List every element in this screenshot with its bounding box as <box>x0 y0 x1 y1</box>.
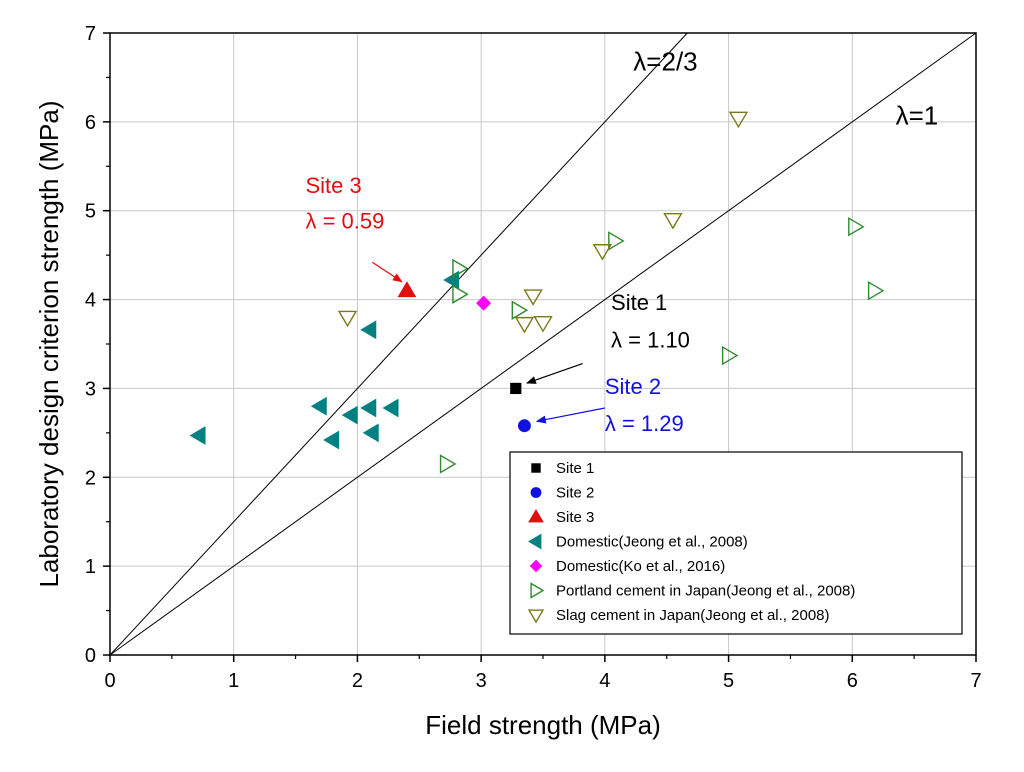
x-tick-label: 1 <box>228 670 239 692</box>
grid <box>110 33 976 655</box>
data-point <box>452 258 469 279</box>
x-tick-label: 4 <box>599 670 610 692</box>
x-axis-title: Field strength (MPa) <box>425 710 661 740</box>
legend-label: Site 1 <box>556 460 594 477</box>
x-tick-label: 0 <box>104 670 115 692</box>
legend-label: Slag cement in Japan(Jeong et al., 2008) <box>556 607 830 624</box>
y-tick-label: 5 <box>85 201 96 223</box>
data-points <box>189 111 885 474</box>
data-point <box>443 270 460 290</box>
data-point <box>189 426 206 445</box>
legend-marker <box>527 609 545 624</box>
series-domestic-ko-et-al-2016 <box>476 295 492 311</box>
x-tick-label: 2 <box>352 670 363 692</box>
x-tick-label: 5 <box>723 670 734 692</box>
data-point <box>362 423 379 443</box>
axes: 0 1 2 3 4 5 6 7 0 1 2 3 4 5 6 7 <box>85 23 982 692</box>
series-site-2 <box>517 419 531 433</box>
legend-item: Domestic(Ko et al., 2016) <box>529 558 725 575</box>
reference-line-label: λ=2/3 <box>633 46 697 76</box>
data-point <box>337 310 358 328</box>
data-point <box>397 281 417 298</box>
x-tick-label: 6 <box>847 670 858 692</box>
data-point <box>523 289 543 306</box>
annotation-arrow <box>371 261 403 283</box>
data-point <box>511 300 529 320</box>
data-point <box>608 231 625 251</box>
annotation-site-3: Site 3 λ = 0.59 <box>305 173 403 283</box>
y-tick-label: 7 <box>85 23 96 45</box>
data-point <box>663 212 683 230</box>
series-site-3 <box>397 281 417 298</box>
annotation-arrow <box>535 407 605 424</box>
data-point <box>452 284 469 304</box>
data-point <box>867 280 885 301</box>
annotation-label: Site 2 <box>605 374 661 399</box>
legend-item: Slag cement in Japan(Jeong et al., 2008) <box>527 607 830 624</box>
data-point <box>721 345 739 366</box>
y-tick-label: 3 <box>85 378 96 400</box>
legend-marker <box>530 582 545 599</box>
legend: Site 1 Site 2 Site 3 Domestic(Jeong et al.,… <box>509 451 963 635</box>
annotation-site-2: Site 2 λ = 1.29 <box>535 374 684 436</box>
legend-item: Site 3 <box>528 509 594 526</box>
legend-marker <box>529 559 543 573</box>
annotation-lambda: λ = 1.10 <box>611 328 690 353</box>
x-tick-label: 3 <box>476 670 487 692</box>
data-point <box>476 295 492 311</box>
series-domestic-jeong-et-al-2008 <box>189 270 460 450</box>
data-point <box>439 454 457 474</box>
y-tick-label: 2 <box>85 467 96 489</box>
legend-box <box>509 451 963 635</box>
data-point <box>360 320 377 340</box>
legend-label: Site 3 <box>556 509 594 526</box>
legend-item: Site 2 <box>530 485 594 502</box>
data-point <box>310 396 327 416</box>
series-portland-cement-in-japan-jeong-et-al-2008 <box>439 216 885 474</box>
data-point <box>341 405 358 425</box>
annotation-label: Site 3 <box>305 173 361 198</box>
annotation-arrow <box>525 362 583 384</box>
data-point <box>848 216 865 237</box>
data-point <box>323 430 340 450</box>
reference-line <box>109 32 688 656</box>
data-point <box>533 316 553 333</box>
y-axis-title: Laboratory design criterion strength (MP… <box>34 100 64 587</box>
data-point <box>382 398 399 418</box>
legend-label: Portland cement in Japan(Jeong et al., 2… <box>556 583 855 600</box>
reference-line <box>109 32 977 656</box>
legend-label: Site 2 <box>556 485 594 502</box>
series-site-1 <box>510 382 522 395</box>
y-tick-label: 0 <box>85 645 96 667</box>
legend-marker <box>531 463 541 473</box>
data-point <box>592 244 613 261</box>
y-tick-label: 1 <box>85 556 96 578</box>
legend-label: Domestic(Ko et al., 2016) <box>556 558 725 575</box>
legend-item: Portland cement in Japan(Jeong et al., 2… <box>530 582 855 600</box>
legend-marker <box>528 509 544 523</box>
data-point <box>517 419 531 433</box>
annotation-site-1: Site 1 λ = 1.10 <box>525 290 690 384</box>
data-point <box>514 316 535 334</box>
annotation-lambda: λ = 1.29 <box>605 411 684 436</box>
reference-lines: λ=2/3 λ=1 <box>109 32 977 656</box>
data-point <box>728 111 749 129</box>
annotation-lambda: λ = 0.59 <box>305 208 384 233</box>
data-point <box>510 382 522 395</box>
legend-item: Domestic(Jeong et al., 2008) <box>528 533 748 551</box>
legend-marker <box>528 533 542 550</box>
series-slag-cement-in-japan-jeong-et-al-2008 <box>337 111 749 334</box>
annotations: Site 1 λ = 1.10 Site 2 λ = 1.29 Site 3 λ = 0.… <box>305 173 689 436</box>
data-point <box>360 398 377 418</box>
reference-line-label: λ=1 <box>896 101 939 131</box>
legend-item: Site 1 <box>531 460 594 477</box>
legend-label: Domestic(Jeong et al., 2008) <box>556 534 748 551</box>
y-tick-label: 4 <box>85 290 96 312</box>
x-tick-label: 7 <box>970 670 981 692</box>
annotation-label: Site 1 <box>611 290 667 315</box>
legend-marker <box>530 487 542 498</box>
y-tick-label: 6 <box>85 112 96 134</box>
